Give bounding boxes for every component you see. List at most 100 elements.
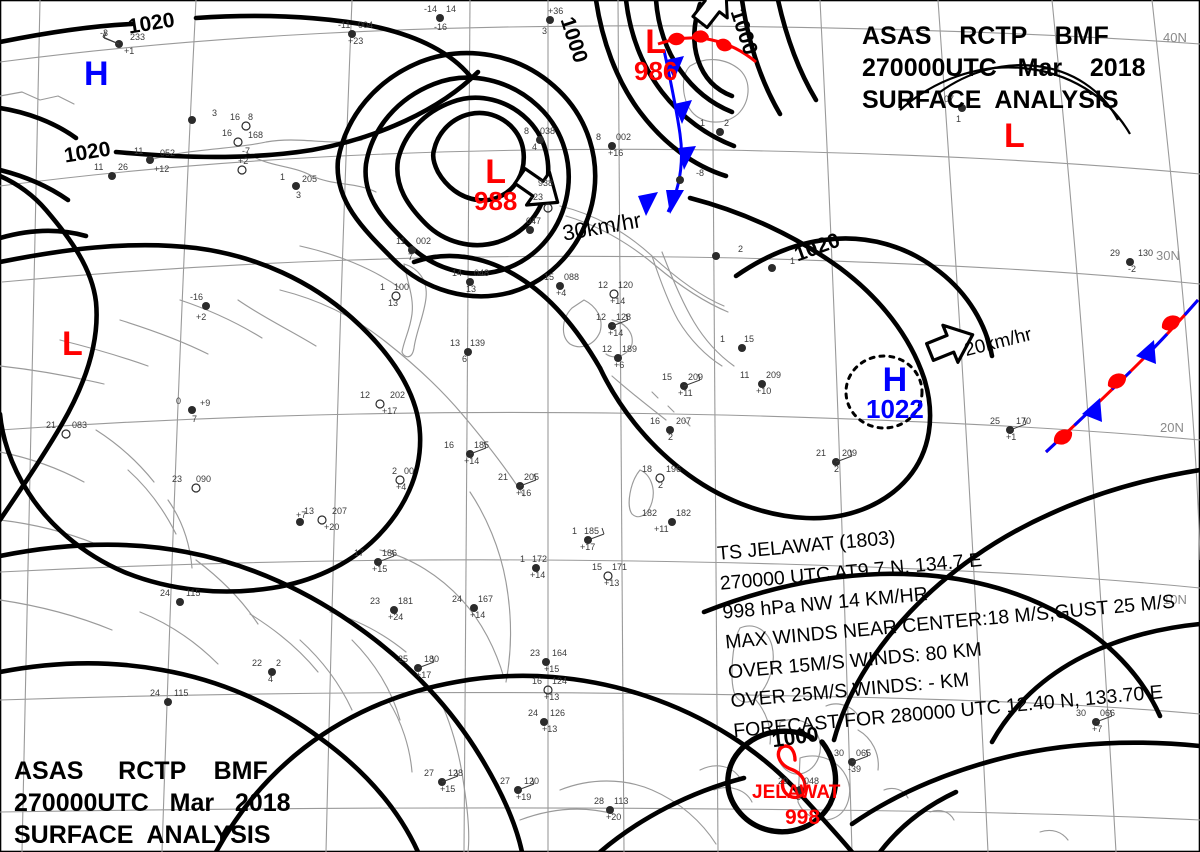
svg-text:+15: +15 (544, 664, 559, 674)
svg-text:+15: +15 (440, 784, 455, 794)
svg-text:12: 12 (602, 344, 612, 354)
svg-text:113: 113 (614, 796, 628, 806)
svg-text:+14: +14 (610, 296, 625, 306)
svg-text:00: 00 (404, 466, 414, 476)
svg-text:13: 13 (466, 284, 476, 294)
svg-text:167: 167 (478, 594, 493, 604)
svg-text:4: 4 (532, 142, 537, 152)
svg-text:7: 7 (408, 252, 413, 262)
svg-text:0: 0 (966, 94, 971, 104)
pressure-system-high-1022: H 1022 (866, 363, 924, 422)
svg-text:1: 1 (790, 256, 795, 266)
svg-text:-39: -39 (848, 764, 861, 774)
svg-text:1: 1 (720, 334, 725, 344)
lat-label-10n: 10N (1163, 592, 1187, 607)
svg-text:202: 202 (390, 390, 405, 400)
svg-text:07: 07 (944, 94, 954, 104)
svg-text:22: 22 (252, 658, 262, 668)
svg-text:1: 1 (280, 172, 285, 182)
svg-text:205: 205 (302, 174, 317, 184)
lat-label-30n: 30N (1156, 248, 1180, 263)
svg-text:13: 13 (450, 338, 460, 348)
svg-text:180: 180 (424, 654, 439, 664)
lat-label-20n: 20N (1160, 420, 1184, 435)
svg-text:0: 0 (176, 396, 181, 406)
svg-text:1: 1 (380, 282, 385, 292)
svg-text:185: 185 (584, 526, 599, 536)
svg-text:15: 15 (744, 334, 754, 344)
svg-text:8: 8 (248, 112, 253, 122)
low-glyph: L (1004, 117, 1025, 155)
svg-text:+11: +11 (654, 524, 669, 534)
pressure-system-low-986: L 986 (634, 23, 678, 87)
svg-text:038: 038 (540, 126, 555, 136)
svg-text:115: 115 (174, 688, 188, 698)
svg-text:+17: +17 (416, 670, 431, 680)
svg-text:15: 15 (592, 562, 602, 572)
typhoon-info-block: TS JELAWAT (1803) 270000 UTC AT9.7 N, 13… (716, 499, 1184, 746)
pressure-system-low-left: L (62, 327, 83, 361)
svg-text:120: 120 (524, 776, 539, 786)
svg-text:21: 21 (46, 420, 56, 430)
high-glyph: H (84, 55, 109, 93)
svg-text:3: 3 (296, 190, 301, 200)
typhoon-pressure-label: 998 (785, 806, 821, 829)
svg-text:16: 16 (650, 416, 660, 426)
svg-text:-16: -16 (434, 22, 447, 32)
svg-text:2: 2 (276, 658, 281, 668)
svg-text:25: 25 (398, 654, 408, 664)
svg-text:+2: +2 (238, 156, 248, 166)
svg-text:23: 23 (530, 648, 540, 658)
svg-text:3: 3 (212, 108, 217, 118)
svg-text:24: 24 (528, 708, 538, 718)
svg-text:11: 11 (396, 236, 405, 246)
low-pressure-value: 986 (634, 56, 678, 87)
svg-text:+15: +15 (372, 564, 387, 574)
low-glyph: L (645, 23, 667, 61)
title-bottom-line-3: SURFACE ANALYSIS (14, 821, 271, 849)
svg-text:24: 24 (150, 688, 160, 698)
svg-text:11: 11 (94, 162, 103, 172)
svg-text:23: 23 (370, 596, 380, 606)
svg-text:18: 18 (642, 464, 652, 474)
coastlines (0, 59, 1069, 852)
pressure-system-low-988: L 988 (474, 155, 518, 217)
lat-label-40n: 40N (1163, 30, 1187, 45)
svg-text:130: 130 (1138, 248, 1153, 258)
svg-text:12: 12 (360, 390, 370, 400)
svg-text:+12: +12 (154, 164, 169, 174)
svg-text:7: 7 (192, 414, 197, 424)
svg-text:164: 164 (552, 648, 567, 658)
svg-text:+20: +20 (606, 812, 621, 822)
motion-arrow-l986 (691, 0, 729, 30)
svg-text:+14: +14 (530, 570, 545, 580)
svg-text:16: 16 (532, 676, 542, 686)
svg-text:186: 186 (382, 548, 397, 558)
cold-front-l986 (638, 49, 696, 216)
title-bottom-line-1: ASAS RCTP BMF (14, 757, 268, 785)
svg-text:30: 30 (834, 748, 844, 758)
svg-text:2: 2 (658, 480, 663, 490)
svg-text:-23: -23 (530, 192, 543, 202)
svg-text:004: 004 (358, 20, 373, 30)
svg-text:182: 182 (642, 508, 657, 518)
svg-text:002: 002 (616, 132, 631, 142)
motion-arrow-30kmhr (513, 167, 560, 207)
svg-text:3: 3 (542, 26, 547, 36)
svg-text:+2: +2 (196, 312, 206, 322)
svg-text:+11: +11 (678, 388, 693, 398)
svg-text:30: 30 (1076, 708, 1086, 718)
svg-text:14: 14 (446, 4, 456, 14)
low-pressure-value: 988 (474, 186, 518, 217)
isobars-secondary (899, 64, 1131, 135)
svg-text:088: 088 (564, 272, 579, 282)
svg-text:+13: +13 (542, 724, 557, 734)
svg-text:209: 209 (688, 372, 703, 382)
svg-text:189: 189 (622, 344, 637, 354)
svg-text:27: 27 (500, 776, 510, 786)
warm-front-l986 (657, 30, 757, 64)
svg-text:23: 23 (172, 474, 182, 484)
